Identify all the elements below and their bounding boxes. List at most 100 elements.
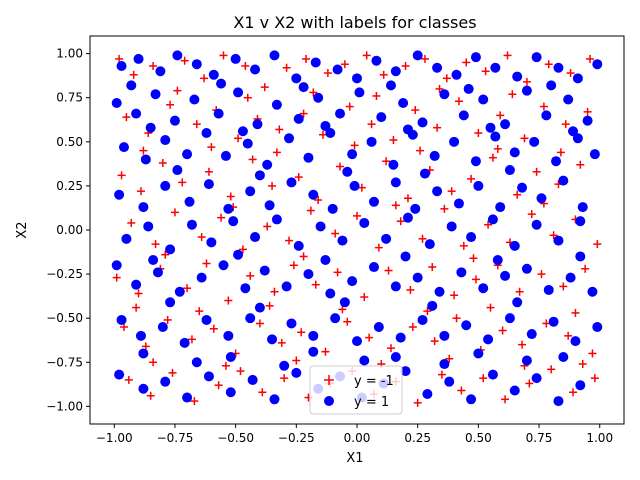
- point-negative: [204, 167, 213, 176]
- point-positive: [451, 69, 462, 80]
- point-positive: [492, 254, 503, 265]
- point-positive: [558, 175, 569, 186]
- point-positive: [553, 235, 564, 246]
- point-negative: [498, 326, 507, 335]
- point-negative: [423, 307, 432, 316]
- point-positive: [529, 136, 540, 147]
- point-negative: [408, 323, 417, 331]
- point-positive: [148, 254, 159, 265]
- point-negative: [588, 349, 597, 358]
- chart-title: X1 v X2 with labels for classes: [233, 13, 476, 32]
- point-positive: [259, 265, 270, 276]
- point-negative: [442, 74, 451, 83]
- point-negative: [122, 113, 131, 122]
- point-negative: [338, 305, 347, 314]
- point-negative: [190, 397, 199, 406]
- point-negative: [401, 61, 410, 70]
- point-negative: [479, 374, 488, 383]
- point-positive: [410, 203, 421, 214]
- point-negative: [430, 337, 439, 346]
- point-positive: [422, 389, 433, 400]
- point-positive: [313, 92, 324, 103]
- point-positive: [463, 83, 474, 94]
- point-negative: [503, 51, 512, 60]
- point-negative: [571, 308, 580, 317]
- point-negative: [340, 60, 349, 69]
- point-positive: [182, 392, 193, 403]
- point-negative: [180, 56, 189, 65]
- point-positive: [589, 149, 600, 160]
- x-tick-label: −0.75: [157, 431, 194, 445]
- point-positive: [293, 240, 304, 251]
- point-negative: [515, 287, 524, 296]
- point-negative: [428, 263, 437, 272]
- point-negative: [440, 204, 449, 213]
- point-negative: [166, 100, 175, 109]
- point-positive: [118, 142, 129, 153]
- point-negative: [413, 398, 422, 407]
- point-positive: [298, 82, 309, 93]
- point-positive: [587, 286, 598, 297]
- point-negative: [384, 266, 393, 275]
- point-positive: [347, 149, 358, 160]
- point-negative: [418, 234, 427, 243]
- point-positive: [390, 66, 401, 77]
- x-tick-label: −1.00: [96, 431, 133, 445]
- point-negative: [248, 155, 257, 164]
- point-negative: [178, 178, 187, 187]
- point-positive: [286, 318, 297, 329]
- point-positive: [509, 147, 520, 158]
- point-negative: [285, 236, 294, 245]
- point-negative: [224, 296, 233, 305]
- point-negative: [234, 134, 243, 143]
- point-positive: [504, 313, 515, 324]
- point-negative: [136, 187, 145, 196]
- point-positive: [548, 316, 559, 327]
- y-tick-label: 0.00: [56, 223, 83, 237]
- point-negative: [445, 354, 454, 363]
- point-negative: [391, 201, 400, 210]
- point-positive: [352, 336, 362, 347]
- point-positive: [368, 262, 379, 273]
- point-negative: [462, 58, 471, 67]
- point-positive: [203, 179, 214, 190]
- point-positive: [114, 189, 125, 200]
- point-negative: [217, 213, 226, 222]
- point-positive: [536, 193, 547, 204]
- point-negative: [214, 381, 223, 390]
- point-positive: [500, 119, 511, 130]
- point-positive: [262, 159, 273, 170]
- point-positive: [439, 359, 450, 370]
- point-negative: [372, 91, 381, 100]
- point-positive: [218, 260, 229, 271]
- point-positive: [160, 135, 171, 146]
- point-negative: [141, 342, 150, 351]
- legend-label-negative: y = -1: [354, 374, 394, 389]
- point-positive: [116, 314, 127, 325]
- legend: y = -1 y = 1: [309, 365, 403, 415]
- point-positive: [337, 235, 348, 246]
- point-positive: [402, 124, 413, 135]
- point-negative: [275, 125, 284, 134]
- point-negative: [260, 83, 269, 92]
- point-negative: [403, 194, 412, 203]
- point-positive: [138, 348, 149, 359]
- point-negative: [481, 67, 490, 76]
- point-positive: [186, 219, 197, 230]
- point-positive: [446, 221, 457, 232]
- point-positive: [563, 94, 574, 105]
- point-negative: [513, 190, 522, 199]
- point-positive: [390, 351, 401, 362]
- point-negative: [115, 54, 124, 63]
- x-tick-label: 0.25: [404, 431, 431, 445]
- point-positive: [184, 196, 195, 207]
- point-positive: [133, 53, 144, 64]
- point-positive: [429, 150, 440, 161]
- point-negative: [132, 303, 141, 312]
- x-axis: −1.00 −0.75 −0.50 −0.25 0.00 0.25 0.50 0.75 1.00: [96, 424, 613, 445]
- point-positive: [121, 233, 132, 244]
- point-negative: [197, 233, 206, 242]
- point-positive: [155, 66, 166, 77]
- point-positive: [546, 80, 557, 91]
- point-positive: [490, 62, 501, 73]
